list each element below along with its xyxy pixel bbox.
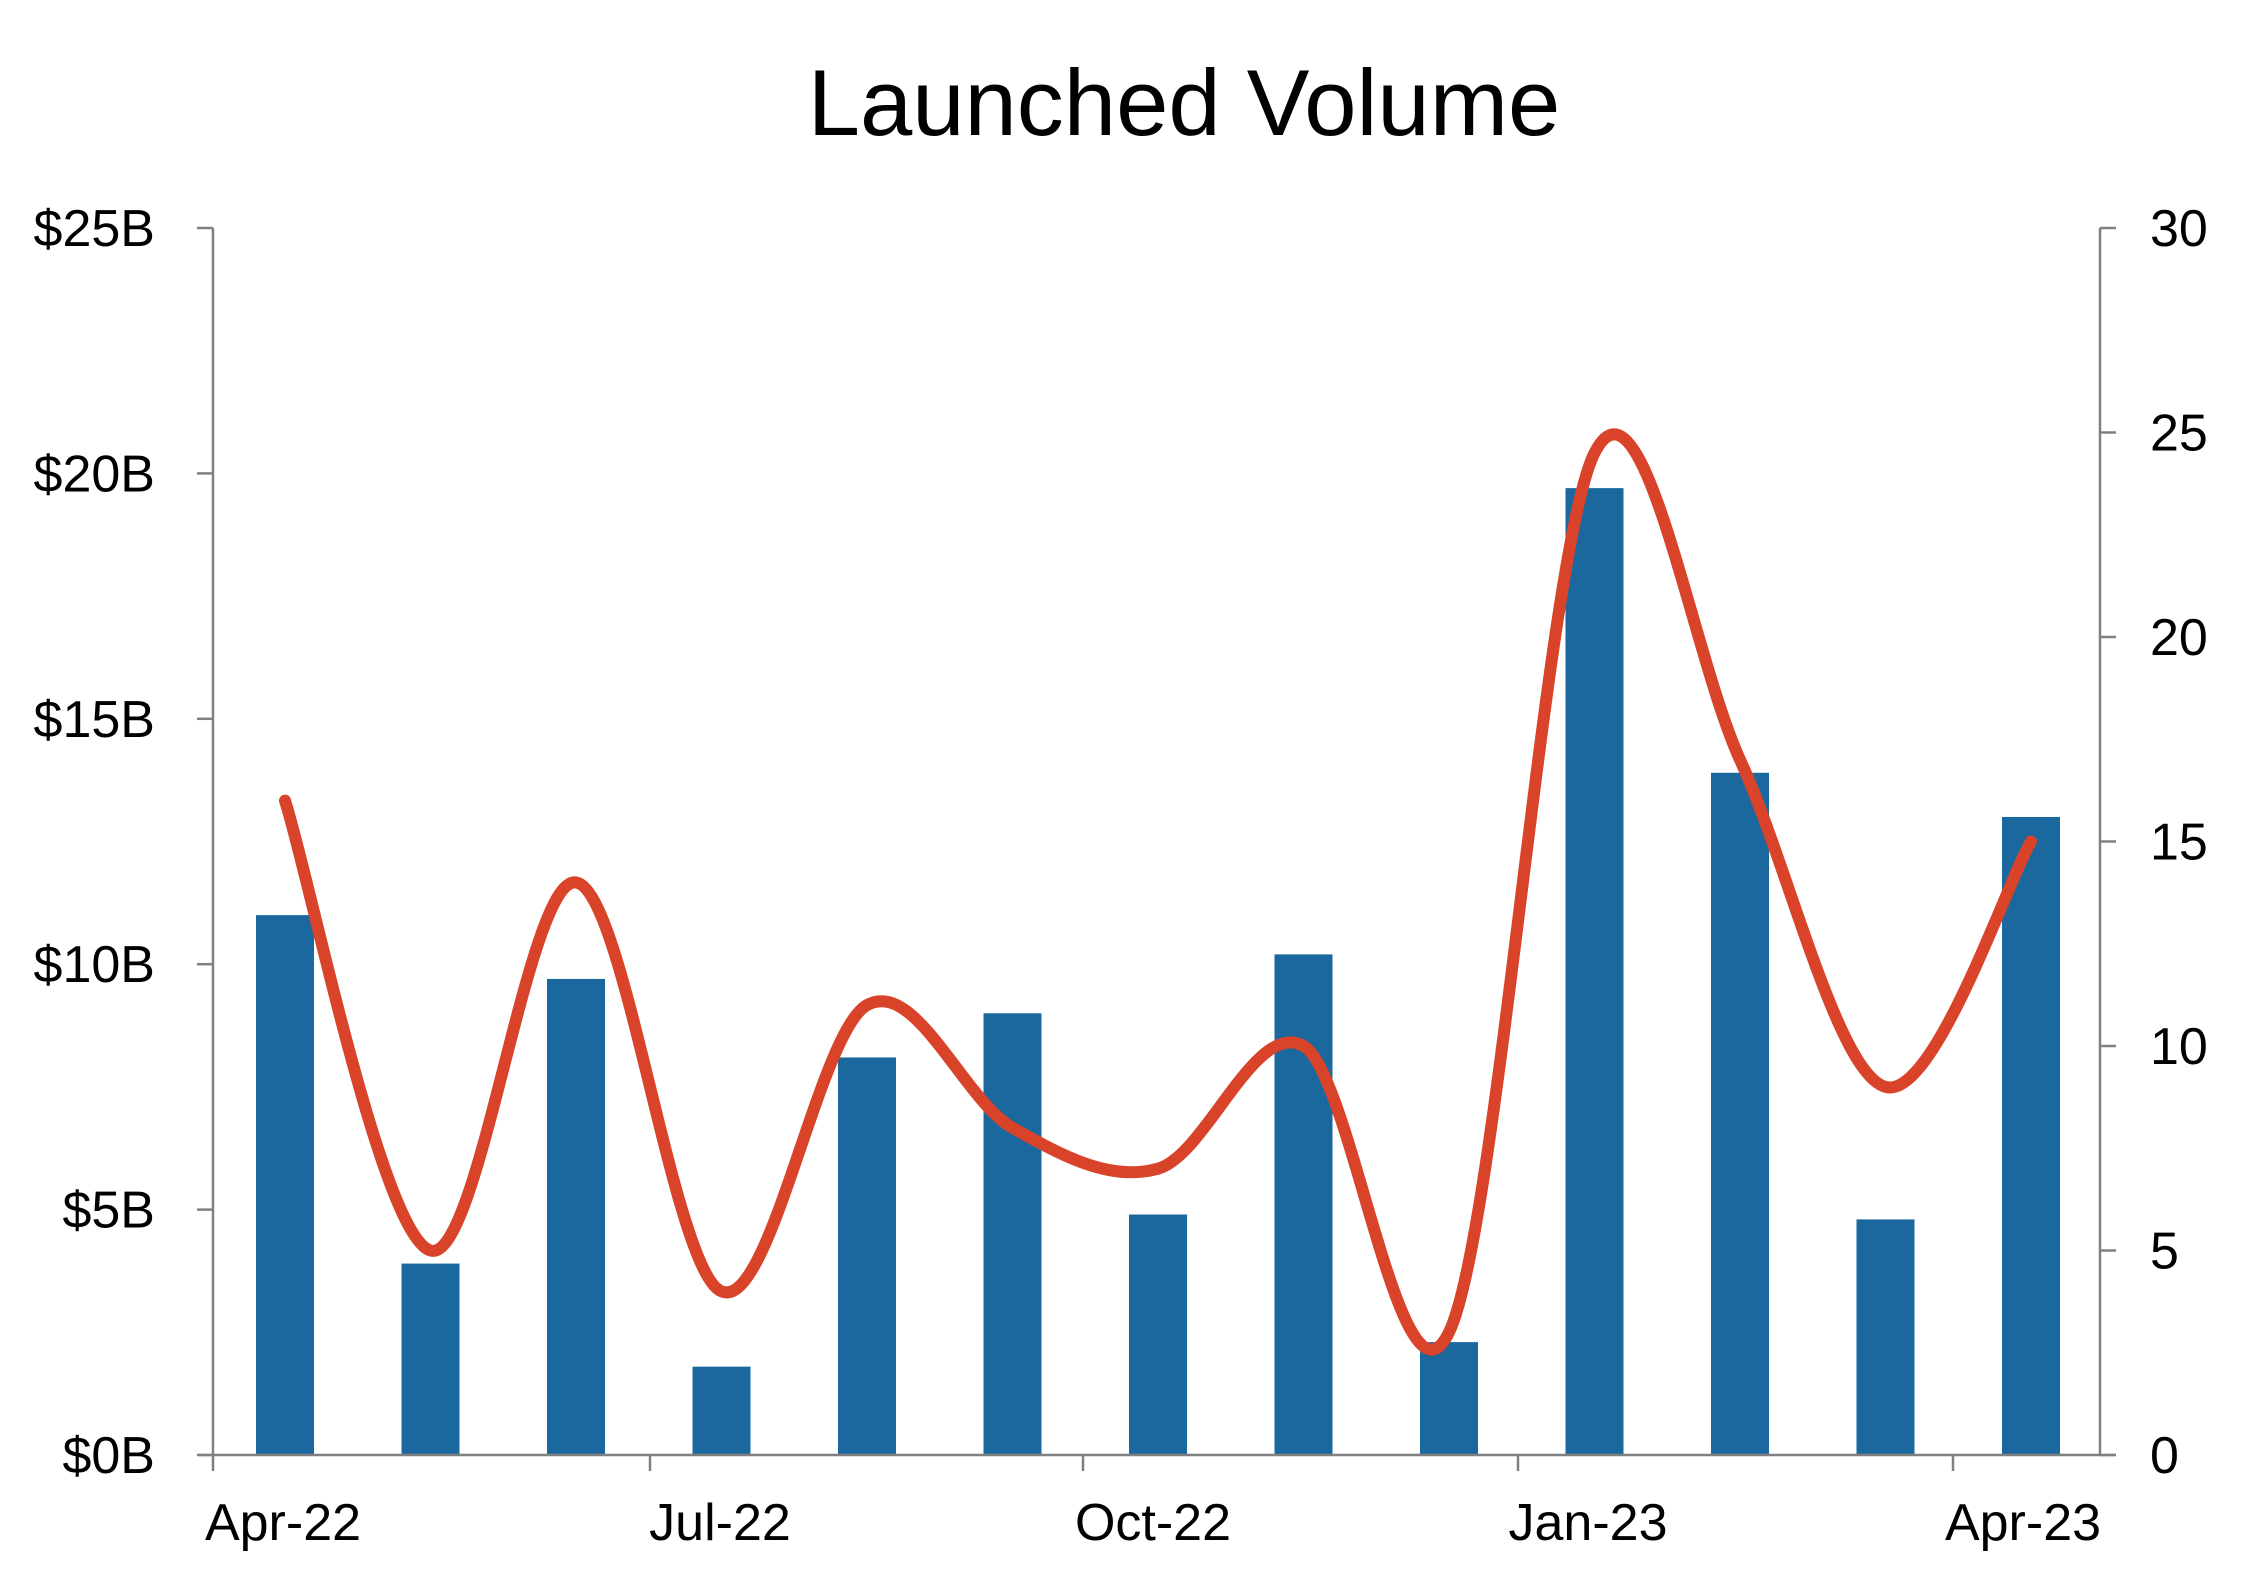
right-y-tick-label: 20 <box>2150 609 2208 667</box>
bar-may-22 <box>401 1263 460 1455</box>
left-y-tick-label: $20B <box>34 445 155 503</box>
bar-jun-22 <box>547 978 605 1455</box>
right-y-tick-label: 30 <box>2150 200 2208 258</box>
line-point-dec-22 <box>1446 1329 1452 1336</box>
line-point-apr-22 <box>282 797 288 804</box>
line-point-oct-22 <box>1155 1165 1161 1172</box>
right-y-tick-label: 0 <box>2150 1427 2179 1485</box>
line-point-mar-23 <box>1882 1083 1889 1090</box>
bar-mar-23 <box>1856 1219 1915 1455</box>
chart-title: Launched Volume <box>808 50 1561 155</box>
line-point-jan-23 <box>1591 449 1598 456</box>
left-y-tick-label: $25B <box>34 200 155 258</box>
line-point-jun-22 <box>573 879 579 886</box>
bar-feb-23 <box>1711 772 1769 1455</box>
bar-apr-22 <box>256 915 314 1455</box>
right-y-tick-label: 15 <box>2150 814 2208 872</box>
bar-jan-23 <box>1565 488 1624 1455</box>
line-point-feb-23 <box>1737 756 1743 763</box>
x-tick-label: Apr-23 <box>1945 1494 2101 1552</box>
bar-aug-22 <box>838 1057 896 1455</box>
line-point-apr-23 <box>2028 838 2034 845</box>
line-point-nov-22 <box>1300 1043 1307 1049</box>
bar-apr-23 <box>2002 816 2060 1455</box>
line-point-aug-22 <box>864 1002 870 1009</box>
x-tick-label: Jan-23 <box>1509 1494 1668 1552</box>
left-y-tick-label: $15B <box>34 691 155 749</box>
left-y-tick-label: $5B <box>62 1182 155 1240</box>
bar-oct-22 <box>1129 1214 1187 1455</box>
x-tick-label: Jul-22 <box>649 1494 791 1552</box>
right-y-tick-label: 25 <box>2150 405 2208 463</box>
axes: $0B $5B $10B $15B $20B $25B 0 5 10 15 20 25 30 Apr-22… <box>34 200 2208 1552</box>
left-y-tick-label: $10B <box>34 936 155 994</box>
bar-nov-22 <box>1274 954 1333 1455</box>
line-point-jul-22 <box>718 1288 725 1295</box>
left-y-tick-label: $0B <box>62 1427 155 1485</box>
right-y-tick-label: 10 <box>2150 1018 2208 1076</box>
x-tick-label: Apr-22 <box>205 1494 361 1552</box>
x-tick-label: Oct-22 <box>1075 1494 1231 1552</box>
line-series-path <box>279 428 2037 1356</box>
line-point-sep-22 <box>1009 1124 1016 1131</box>
bar-jul-22 <box>692 1366 751 1455</box>
right-y-tick-label: 5 <box>2150 1223 2179 1281</box>
line-series <box>279 428 2037 1356</box>
line-point-may-22 <box>427 1247 434 1254</box>
bar-series <box>256 488 2060 1455</box>
bar-dec-22 <box>1420 1342 1478 1455</box>
bar-sep-22 <box>983 1013 1042 1455</box>
